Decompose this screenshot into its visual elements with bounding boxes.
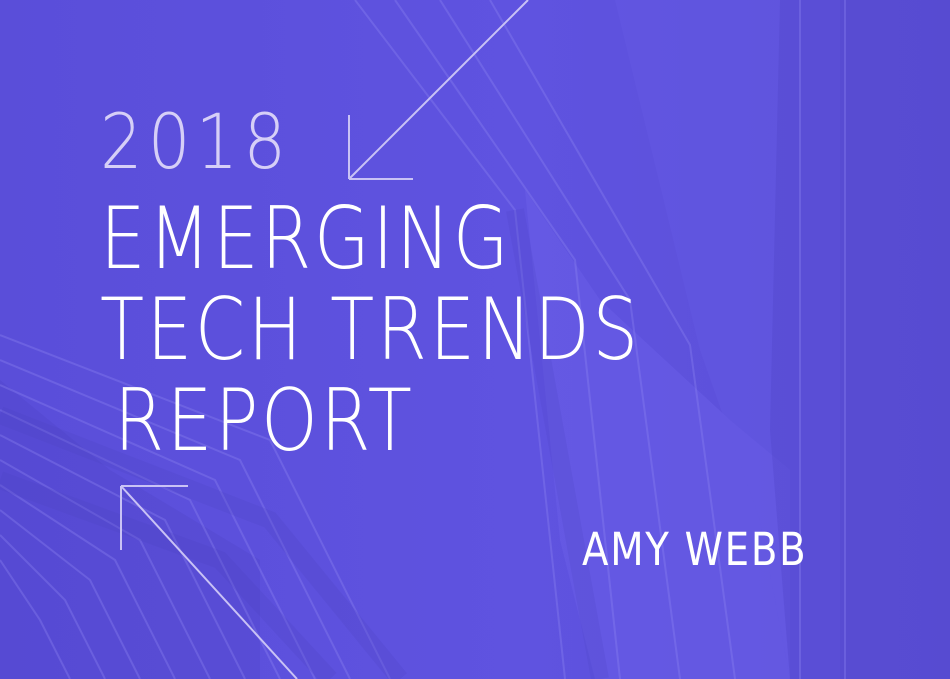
title-line-3: REPORT: [114, 371, 415, 471]
report-year: 2018: [100, 97, 292, 186]
arrow-up-left-icon: [120, 485, 298, 679]
arrow-down-left-icon: [348, 0, 529, 180]
author-name: AMY WEBB: [582, 523, 808, 576]
title-line-2: TECH TRENDS: [100, 280, 641, 380]
title-line-1: EMERGING: [100, 189, 512, 289]
